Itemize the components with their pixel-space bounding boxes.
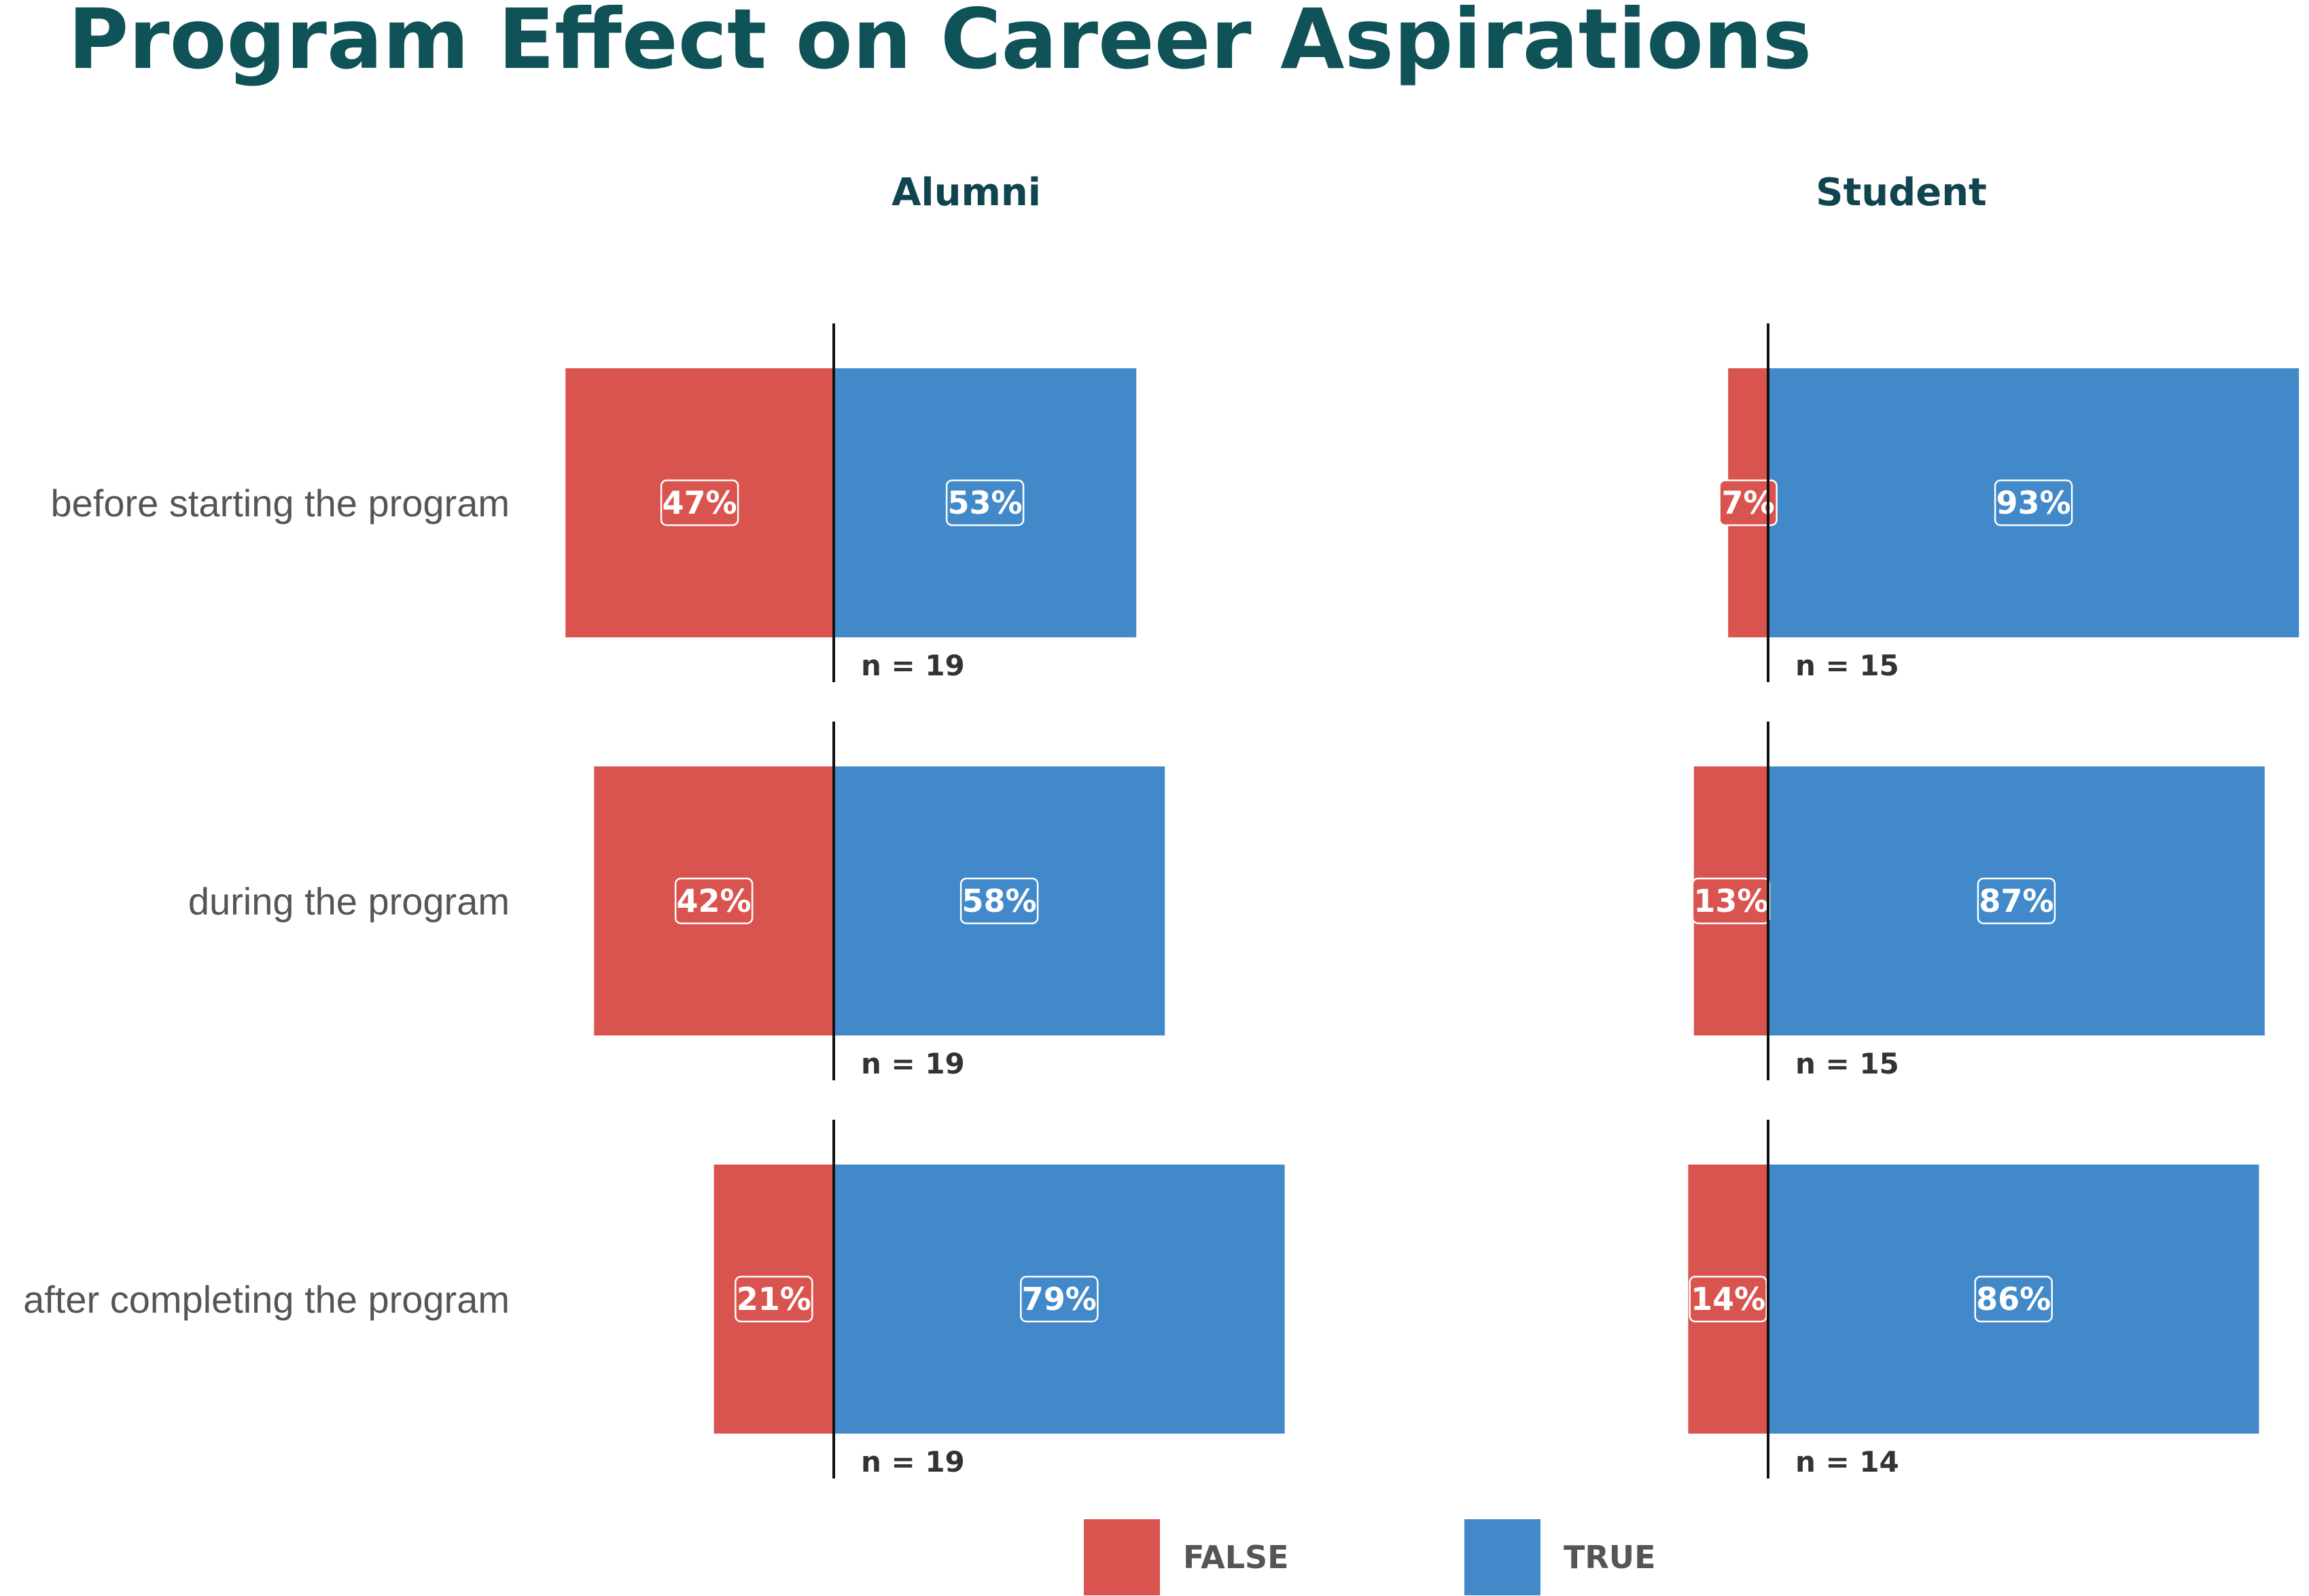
value-label: 53% xyxy=(945,479,1025,527)
legend-label: TRUE xyxy=(1564,1539,1656,1576)
value-label-text: 21% xyxy=(737,1281,811,1317)
bar-true xyxy=(834,1165,1285,1434)
value-label: 93% xyxy=(1994,479,2073,527)
value-label-text: 58% xyxy=(962,883,1037,919)
category-label: during the program xyxy=(188,880,510,923)
legend-item-true: TRUE xyxy=(1464,1519,1656,1595)
panel-title: Alumni xyxy=(892,171,1041,215)
n-label: n = 19 xyxy=(861,1047,965,1080)
chart-title: Program Effect on Career Aspirations xyxy=(68,0,1812,88)
panel-alumni: Alumni 47% 53% n = 19 42% 58% n = 19 21% 79% n = … xyxy=(565,171,1285,1478)
value-label: 58% xyxy=(959,877,1039,925)
value-label: 47% xyxy=(660,479,739,527)
bar-false xyxy=(565,368,834,637)
value-label-box xyxy=(959,877,1039,925)
value-label-text: 14% xyxy=(1691,1281,1765,1317)
bar-true xyxy=(1768,1165,2259,1434)
value-label-text: 42% xyxy=(677,883,752,919)
n-label: n = 15 xyxy=(1795,1047,1899,1080)
legend-swatch xyxy=(1084,1519,1160,1595)
value-label: 86% xyxy=(1974,1275,2053,1323)
value-label-box xyxy=(1994,479,2073,527)
value-label-text: 93% xyxy=(1996,484,2071,521)
value-label-box xyxy=(1689,1275,1767,1323)
value-label-box xyxy=(1974,1275,2053,1323)
value-label-text: 53% xyxy=(948,484,1023,521)
legend: FALSE TRUE xyxy=(1084,1519,1656,1595)
value-label: 13% xyxy=(1691,877,1771,925)
value-label-box xyxy=(1718,479,1778,527)
chart-panels: before starting the program during the pr… xyxy=(23,171,2299,1478)
bar-true xyxy=(1768,766,2265,1035)
value-label-box xyxy=(1977,877,2056,925)
n-label: n = 19 xyxy=(861,1445,965,1478)
n-label: n = 19 xyxy=(861,649,965,682)
value-label: 87% xyxy=(1977,877,2056,925)
bar-false xyxy=(594,766,834,1035)
bar-false xyxy=(713,1165,834,1434)
value-label-box xyxy=(735,1275,813,1323)
category-label: after completing the program xyxy=(23,1278,510,1321)
value-label-text: 79% xyxy=(1022,1281,1097,1317)
value-label-text: 13% xyxy=(1693,883,1768,919)
legend-label: FALSE xyxy=(1183,1539,1289,1576)
value-label-box xyxy=(1020,1275,1099,1323)
value-label: 14% xyxy=(1689,1275,1767,1323)
value-label-box xyxy=(674,877,754,925)
bar-true xyxy=(834,368,1137,637)
value-label-text: 86% xyxy=(1976,1281,2051,1317)
value-label-text: 87% xyxy=(1979,883,2054,919)
value-label: 42% xyxy=(674,877,754,925)
bar-true xyxy=(834,766,1165,1035)
panel-student: Student 7% 93% n = 15 13% 87% n = 15 14% 86% n = … xyxy=(1688,171,2299,1478)
panel-title: Student xyxy=(1816,171,1987,215)
n-label: n = 14 xyxy=(1795,1445,1899,1478)
value-label-text: 47% xyxy=(663,484,737,521)
n-label: n = 15 xyxy=(1795,649,1899,682)
value-label-box xyxy=(660,479,739,527)
bar-true xyxy=(1768,368,2299,637)
legend-swatch xyxy=(1464,1519,1540,1595)
value-label-text: 7% xyxy=(1722,484,1775,521)
value-label-box xyxy=(945,479,1025,527)
value-label: 7% xyxy=(1718,479,1778,527)
category-label: before starting the program xyxy=(51,482,510,525)
value-label: 21% xyxy=(735,1275,813,1323)
value-label: 79% xyxy=(1020,1275,1099,1323)
legend-item-false: FALSE xyxy=(1084,1519,1289,1595)
